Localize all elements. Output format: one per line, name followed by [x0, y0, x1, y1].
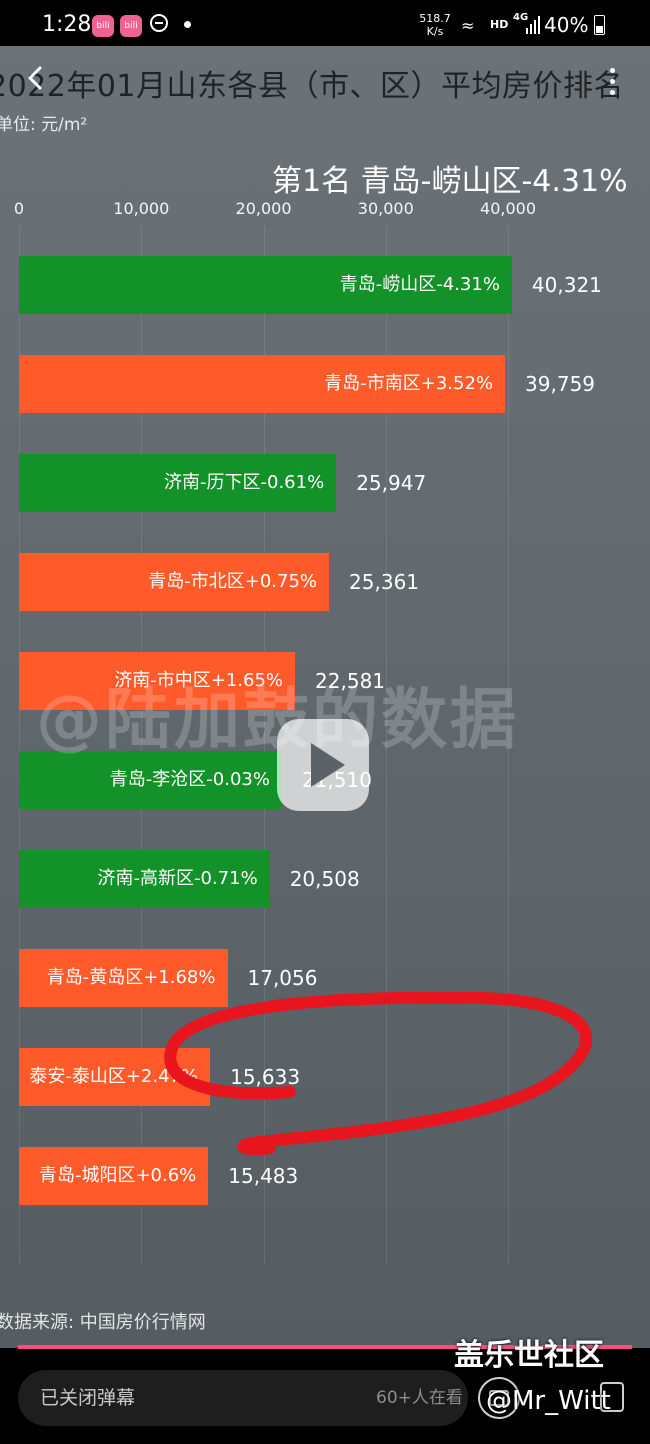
network-gen-label: 4G	[513, 12, 529, 23]
red-circle-annotation	[164, 992, 592, 1156]
site-watermark: 盖乐世社区	[454, 1338, 604, 1373]
notification-dot-icon	[184, 21, 191, 28]
bar-value: 20,508	[289, 867, 360, 891]
bar-value: 15,633	[230, 1065, 301, 1089]
data-source: 数据来源: 中国房价行情网	[0, 1312, 206, 1333]
bar: 济南-历下区-0.61%	[19, 454, 337, 512]
bar-label: 泰安-泰山区+2.47%	[29, 1066, 199, 1087]
gridline	[19, 226, 20, 1266]
bar-value: 15,483	[228, 1164, 299, 1188]
danmaku-placeholder: 已关闭弹幕	[40, 1387, 136, 1409]
do-not-disturb-icon	[150, 14, 168, 32]
danmaku-icon[interactable]	[478, 1377, 520, 1419]
play-icon[interactable]	[277, 719, 369, 811]
bar-label: 济南-历下区-0.61%	[164, 472, 325, 493]
wifi-icon: ≈	[461, 16, 475, 35]
x-tick-label: 30,000	[357, 199, 414, 218]
bilibili-icon: bili	[120, 15, 142, 37]
bar: 青岛-崂山区-4.31%	[19, 256, 512, 314]
video-chart-title: 2022年01月山东各县（市、区）平均房价排名	[0, 69, 625, 104]
gridline	[385, 226, 387, 1266]
bar-value: 25,361	[349, 570, 420, 594]
network-speed-unit: K/s	[426, 25, 444, 38]
bar-value: 25,947	[356, 471, 427, 495]
status-time: 1:28	[42, 12, 92, 37]
bar-value: 22,581	[315, 669, 386, 693]
x-tick-label: 40,000	[480, 199, 536, 218]
bar: 济南-高新区-0.71%	[19, 850, 270, 908]
gridline	[508, 226, 509, 1266]
danmaku-input[interactable]: 已关闭弹幕 60+人在看	[18, 1370, 468, 1426]
bilibili-icon: bili	[92, 15, 114, 37]
bar-value: 40,321	[531, 273, 602, 297]
bar: 青岛-市南区+3.52%	[19, 355, 506, 413]
user-watermark: @Mr_Witt	[486, 1386, 611, 1416]
gridline	[263, 226, 265, 1266]
unit-label: 单位: 元/m²	[0, 115, 88, 135]
bar-label: 青岛-市南区+3.52%	[324, 373, 494, 394]
network-speed-value: 518.7	[419, 12, 451, 25]
video-watermark: @陆加鼓的数据	[36, 681, 519, 758]
bar-chart: 0 10,000 20,000 30,000 40,000 青岛-崂山区-4.31% 40,…	[0, 196, 650, 1306]
bar-label: 济南-市中区+1.65%	[114, 670, 284, 691]
battery-percent: 40%	[544, 13, 589, 37]
x-tick-label: 10,000	[113, 199, 170, 218]
battery-icon	[594, 15, 605, 35]
bar-label: 青岛-黄岛区+1.68%	[46, 967, 216, 988]
danmaku-settings-icon[interactable]	[600, 1382, 624, 1412]
bar: 青岛-黄岛区+1.68%	[19, 949, 228, 1007]
bar-value: 39,759	[525, 372, 596, 396]
bar: 青岛-市北区+0.75%	[19, 553, 330, 611]
video-frame: 2022年01月山东各县（市、区）平均房价排名 单位: 元/m² 第1名 青岛-…	[0, 46, 650, 1348]
network-speed: 518.7 K/s	[415, 12, 455, 38]
more-vertical-icon[interactable]	[608, 68, 616, 98]
bar: 青岛-李沧区-0.03%	[19, 751, 282, 809]
bar-label: 青岛-市北区+0.75%	[148, 571, 318, 592]
bar-label: 青岛-崂山区-4.31%	[339, 274, 500, 295]
x-tick-label: 0	[13, 199, 25, 218]
video-progress-bar[interactable]	[18, 1345, 632, 1349]
gridline	[141, 226, 143, 1266]
bar-label: 青岛-李沧区-0.03%	[109, 769, 270, 790]
bar-value: 17,056	[247, 966, 318, 990]
viewer-count: 60+人在看	[376, 1388, 463, 1408]
back-arrow-icon[interactable]	[24, 66, 48, 90]
signal-icon	[526, 14, 540, 34]
bar-label: 青岛-城阳区+0.6%	[38, 1165, 197, 1186]
status-bar: 1:28 bili bili 518.7 K/s ≈ HD 4G 40%	[0, 0, 650, 52]
video-player[interactable]: 2022年01月山东各县（市、区）平均房价排名 单位: 元/m² 第1名 青岛-…	[0, 46, 650, 1348]
hd-label: HD	[490, 18, 509, 31]
current-rank-title: 第1名 青岛-崂山区-4.31%	[272, 164, 628, 199]
x-tick-label: 20,000	[235, 199, 292, 218]
bar: 济南-市中区+1.65%	[19, 652, 296, 710]
bar: 青岛-城阳区+0.6%	[19, 1147, 209, 1205]
bar-label: 济南-高新区-0.71%	[97, 868, 258, 889]
